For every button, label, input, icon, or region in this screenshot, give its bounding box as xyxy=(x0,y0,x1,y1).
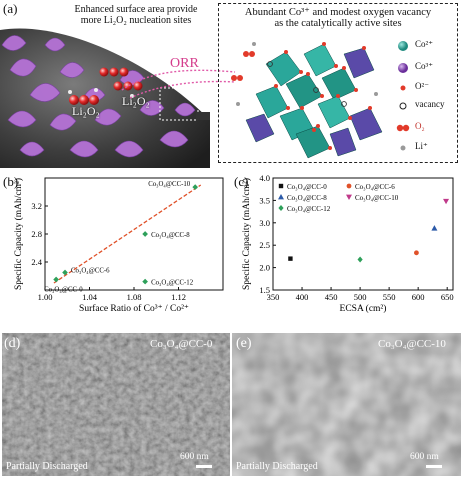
lio-label-1: Li₂O₂ xyxy=(72,104,100,118)
data-point xyxy=(288,256,293,261)
data-point xyxy=(357,256,363,263)
vacancy-icon xyxy=(399,102,407,110)
panel-a-label: (a) xyxy=(3,1,18,16)
y-tick-label: 2.5 xyxy=(259,240,270,250)
inset-box xyxy=(159,87,199,121)
o2-icon xyxy=(396,124,404,132)
x-tick-label: 350 xyxy=(267,292,280,302)
legend-o2minus: O²⁻ xyxy=(415,81,429,91)
y-tick-label: 2.0 xyxy=(259,263,270,273)
co3-icon xyxy=(398,63,408,73)
panel-a-detail-box xyxy=(218,3,458,163)
panel-a-illustration xyxy=(0,0,222,168)
orr-arrows xyxy=(120,52,240,102)
point-label: Co₃O₄@CC-0 xyxy=(44,287,83,294)
plot-frame xyxy=(272,177,454,291)
data-point xyxy=(278,183,284,189)
panel-e-label: (e) xyxy=(236,336,252,351)
data-point xyxy=(414,250,419,256)
point-label: Co₃O₄@CC-10 xyxy=(148,181,191,188)
legend-entry: Co₃O₄@CC-8 xyxy=(287,194,327,202)
data-point xyxy=(346,183,352,189)
panel-e-image xyxy=(232,333,461,476)
fit-line xyxy=(53,184,202,284)
panel-e-note: Partially Discharged xyxy=(236,461,318,472)
data-point xyxy=(278,205,284,211)
y-tick-label: 1.5 xyxy=(259,285,270,295)
legend-entry: Co₃O₄@CC-6 xyxy=(355,183,395,191)
x-tick-label: 450 xyxy=(325,292,338,302)
panel-d-label: (d) xyxy=(4,336,21,351)
panel-d-note: Partially Discharged xyxy=(6,461,88,472)
y-axis-label: Specific Capacity (mAh/cm²) xyxy=(241,178,252,290)
legend-vacancy: vacancy xyxy=(415,99,445,109)
legend-entry: Co₃O₄@CC-10 xyxy=(355,194,399,202)
carbon-fiber xyxy=(0,28,210,168)
panel-e-tag: Co₃O₄@CC-10 xyxy=(378,338,446,350)
x-tick-label: 400 xyxy=(296,292,309,302)
crystal-structure xyxy=(226,34,396,162)
y-tick-label: 3.2 xyxy=(31,201,42,211)
point-label: Co₃O₄@CC-12 xyxy=(151,280,194,287)
orr-label: ORR xyxy=(170,56,199,71)
chart-c: 350 400 450 500 550 600 650 1.5 2.0 2.5 3.0 3.5 4.0 E… xyxy=(241,173,454,314)
x-tick-label: 1.00 xyxy=(38,292,53,302)
x-tick-label: 500 xyxy=(354,292,367,302)
panel-d-tag: Co₃O₄@CC-0 xyxy=(150,338,213,350)
data-point xyxy=(142,231,148,237)
data-point xyxy=(192,184,199,190)
y-tick-label: 3.5 xyxy=(259,195,270,205)
panel-d-image xyxy=(2,333,230,476)
x-tick-label: 1.08 xyxy=(127,292,142,302)
data-point xyxy=(431,225,438,231)
panel-e-scalebar xyxy=(426,465,442,468)
o2minus-icon xyxy=(400,85,406,91)
legend-entry: Co₃O₄@CC-12 xyxy=(287,205,331,213)
right-caption-line1: Abundant Co³⁺ and modest oxygen vacancy xyxy=(244,7,432,18)
y-tick-label: 2.8 xyxy=(31,229,42,239)
y-tick-label: 4.0 xyxy=(259,173,270,183)
panel-e-scale: 600 nm xyxy=(410,452,439,462)
panel-a-left-caption: Enhanced surface area provide more Li₂O₂… xyxy=(74,4,198,26)
y-tick-label: 2.4 xyxy=(31,257,42,267)
right-caption-line2: as the catalytically active sites xyxy=(274,18,402,29)
x-tick-label: 650 xyxy=(441,292,454,302)
data-point xyxy=(346,194,352,200)
data-point xyxy=(142,278,148,285)
lio-particles xyxy=(68,67,143,105)
legend-co2: Co²⁺ xyxy=(415,39,433,49)
data-point xyxy=(278,194,284,200)
x-tick-label: 1.04 xyxy=(82,292,98,302)
panel-b-label: (b) xyxy=(3,174,19,189)
point-label: Co₃O₄@CC-6 xyxy=(71,268,110,275)
legend-li: Li⁺ xyxy=(415,141,428,151)
x-tick-label: 1.12 xyxy=(171,292,186,302)
co2-icon xyxy=(398,41,408,51)
data-point xyxy=(443,198,450,205)
data-point xyxy=(53,276,59,283)
y-axis-label: Specific Capacity (mAh/cm²) xyxy=(13,178,24,290)
legend-entry: Co₃O₄@CC-0 xyxy=(287,183,327,191)
x-axis-label: ECSA (cm²) xyxy=(340,303,387,314)
panel-d-scalebar xyxy=(196,465,212,468)
panel-c-label: (c) xyxy=(234,174,249,189)
legend-co3: Co³⁺ xyxy=(415,61,433,71)
lio-label-2: Li₂O₂ xyxy=(122,94,150,108)
x-axis-label: Surface Ratio of Co³⁺ / Co²⁺ xyxy=(79,303,189,314)
x-tick-label: 600 xyxy=(412,292,425,302)
point-label: Co₃O₄@CC-8 xyxy=(151,232,190,239)
li-icon xyxy=(400,145,406,151)
panel-d-scale: 600 nm xyxy=(180,452,209,462)
legend-o2: O₂ xyxy=(415,121,425,131)
x-tick-label: 550 xyxy=(383,292,396,302)
chart-b: 1.00 1.04 1.08 1.12 2.4 2.8 3.2 Surface Ratio o… xyxy=(13,177,224,314)
y-tick-label: 3.0 xyxy=(259,218,270,228)
